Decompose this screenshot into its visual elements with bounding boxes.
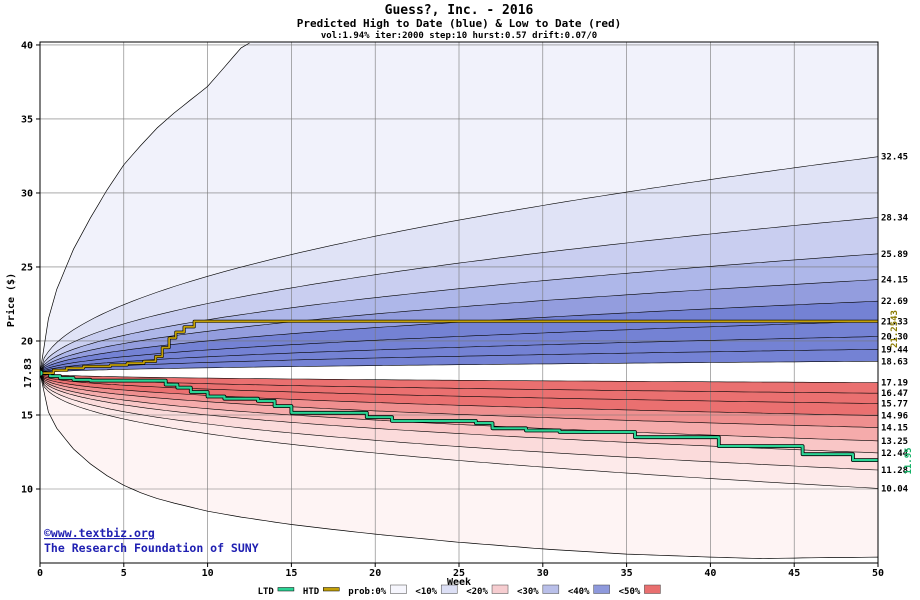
high-curve-25.89 (40, 253, 878, 374)
low-curve-15.77 (40, 372, 878, 404)
legend-label-2: prob:0% (348, 587, 387, 597)
legend-swatch-1 (323, 587, 340, 592)
x-tick-label-20: 20 (369, 568, 381, 579)
low-band-3 (40, 373, 878, 428)
low-band-1 (40, 373, 878, 404)
low-band-2 (40, 373, 878, 416)
right-label-14.96: 14.96 (881, 412, 908, 422)
legend-label-4: <20% (466, 587, 488, 597)
x-tick-label-40: 40 (704, 568, 716, 579)
axis-ticks (36, 44, 879, 567)
legend-swatch-2 (390, 584, 407, 594)
right-label-25.89: 25.89 (881, 250, 908, 260)
high-curve-21.33 (40, 321, 878, 374)
legend-swatch-6 (593, 584, 610, 594)
low-band-4 (40, 373, 878, 441)
chart-subtitle: Predicted High to Date (blue) & Low to D… (297, 17, 622, 30)
legend-label-7: <50% (619, 587, 641, 597)
x-axis-title: Week (447, 577, 471, 588)
high-curve-20.3 (40, 336, 878, 374)
legend-swatch-4 (491, 584, 509, 594)
legend-swatch-5 (542, 584, 560, 594)
right-label-24.15: 24.15 (881, 276, 908, 286)
right-label-32.45: 32.45 (881, 153, 908, 163)
chart-params-line: vol:1.94% iter:2000 step:10 hurst:0.57 d… (321, 30, 597, 41)
y-tick-label-30: 30 (21, 188, 33, 199)
right-label-22.69: 22.69 (881, 297, 908, 307)
y-axis-title: Price ($) (5, 273, 17, 327)
htd-final-value-label: 21.2543 (890, 310, 900, 348)
high-band-4 (40, 279, 878, 374)
y-tick-label-35: 35 (21, 114, 33, 125)
legend: LTD HTD prob:0% <10% <20% <30% <40% <50% (258, 584, 661, 597)
x-tick-label-0: 0 (37, 568, 43, 579)
right-label-16.47: 16.47 (881, 389, 908, 399)
low-curve-14.96 (40, 372, 878, 416)
y-tick-label-25: 25 (21, 262, 33, 273)
legend-swatch-3 (440, 584, 458, 594)
low-envelope-curve (40, 373, 878, 559)
high-band-5 (40, 301, 878, 374)
high-curve-24.15 (40, 279, 878, 374)
low-curve-10.04 (40, 373, 878, 489)
right-label-19.44: 19.44 (881, 345, 909, 355)
chart-title: Guess?, Inc. - 2016 (385, 3, 534, 18)
x-tick-label-45: 45 (788, 568, 800, 579)
y-tick-label-40: 40 (21, 40, 33, 51)
high-curve-32.45 (40, 156, 878, 374)
legend-label-1: HTD (303, 587, 320, 597)
ltd-final-value-label: 11.95 (904, 447, 914, 474)
htd-line (40, 320, 878, 374)
high-band-2 (40, 217, 878, 374)
htd-ltd-step-lines (40, 319, 878, 462)
x-tick-label-35: 35 (621, 568, 633, 579)
right-label-10.04: 10.04 (881, 484, 909, 494)
x-tick-label-30: 30 (537, 568, 549, 579)
high-curve-22.69 (40, 300, 878, 374)
high-band-1 (40, 156, 878, 374)
high-curve-28.34 (40, 217, 878, 374)
legend-label-6: <40% (568, 587, 590, 597)
legend-swatch-0 (277, 587, 295, 592)
right-label-11.28: 11.28 (881, 466, 908, 476)
right-label-21.33: 21.33 (881, 317, 908, 327)
y-tick-label-10: 10 (21, 484, 33, 495)
y-tick-label-15: 15 (21, 410, 33, 421)
high-band-3 (40, 253, 878, 374)
copyright-link[interactable]: ©www.textbiz.org (44, 526, 155, 540)
gridlines (40, 42, 878, 563)
legend-label-0: LTD (258, 587, 275, 597)
right-label-17.19: 17.19 (881, 379, 908, 389)
high-curve-18.63 (40, 361, 878, 374)
right-label-13.25: 13.25 (881, 437, 908, 447)
x-tick-label-50: 50 (872, 568, 884, 579)
right-label-28.34: 28.34 (881, 214, 909, 224)
legend-label-5: <30% (517, 587, 539, 597)
high-envelope-curve (40, 42, 250, 374)
right-label-14.15: 14.15 (881, 424, 908, 434)
right-label-15.77: 15.77 (881, 400, 908, 410)
right-label-12.44: 12.44 (881, 449, 909, 459)
legend-label-3: <10% (415, 587, 437, 597)
right-label-20.30: 20.30 (881, 333, 908, 343)
axis-tick-labels: 0 5 10 15 20 25 30 35 40 45 50 10 15 20 25 30 35 40 (21, 40, 884, 579)
legend-swatch-7 (644, 584, 661, 594)
start-price-marker (40, 369, 44, 377)
low-curve-14.15 (40, 372, 878, 428)
low-curve-17.19 (40, 372, 878, 383)
x-tick-label-15: 15 (285, 568, 297, 579)
start-price-label: 17.83 (23, 358, 34, 388)
ltd-line (40, 372, 878, 462)
x-tick-label-5: 5 (121, 568, 127, 579)
x-tick-label-10: 10 (202, 568, 214, 579)
x-tick-label-25: 25 (453, 568, 465, 579)
y-tick-label-20: 20 (21, 336, 33, 347)
low-curve-11.28 (40, 372, 878, 471)
copyright-org: The Research Foundation of SUNY (44, 541, 259, 555)
right-edge-value-labels: 32.45 28.34 25.89 24.15 22.69 21.33 20.30 19.44… (881, 153, 909, 495)
right-label-18.63: 18.63 (881, 357, 908, 367)
low-band-6 (40, 373, 878, 470)
